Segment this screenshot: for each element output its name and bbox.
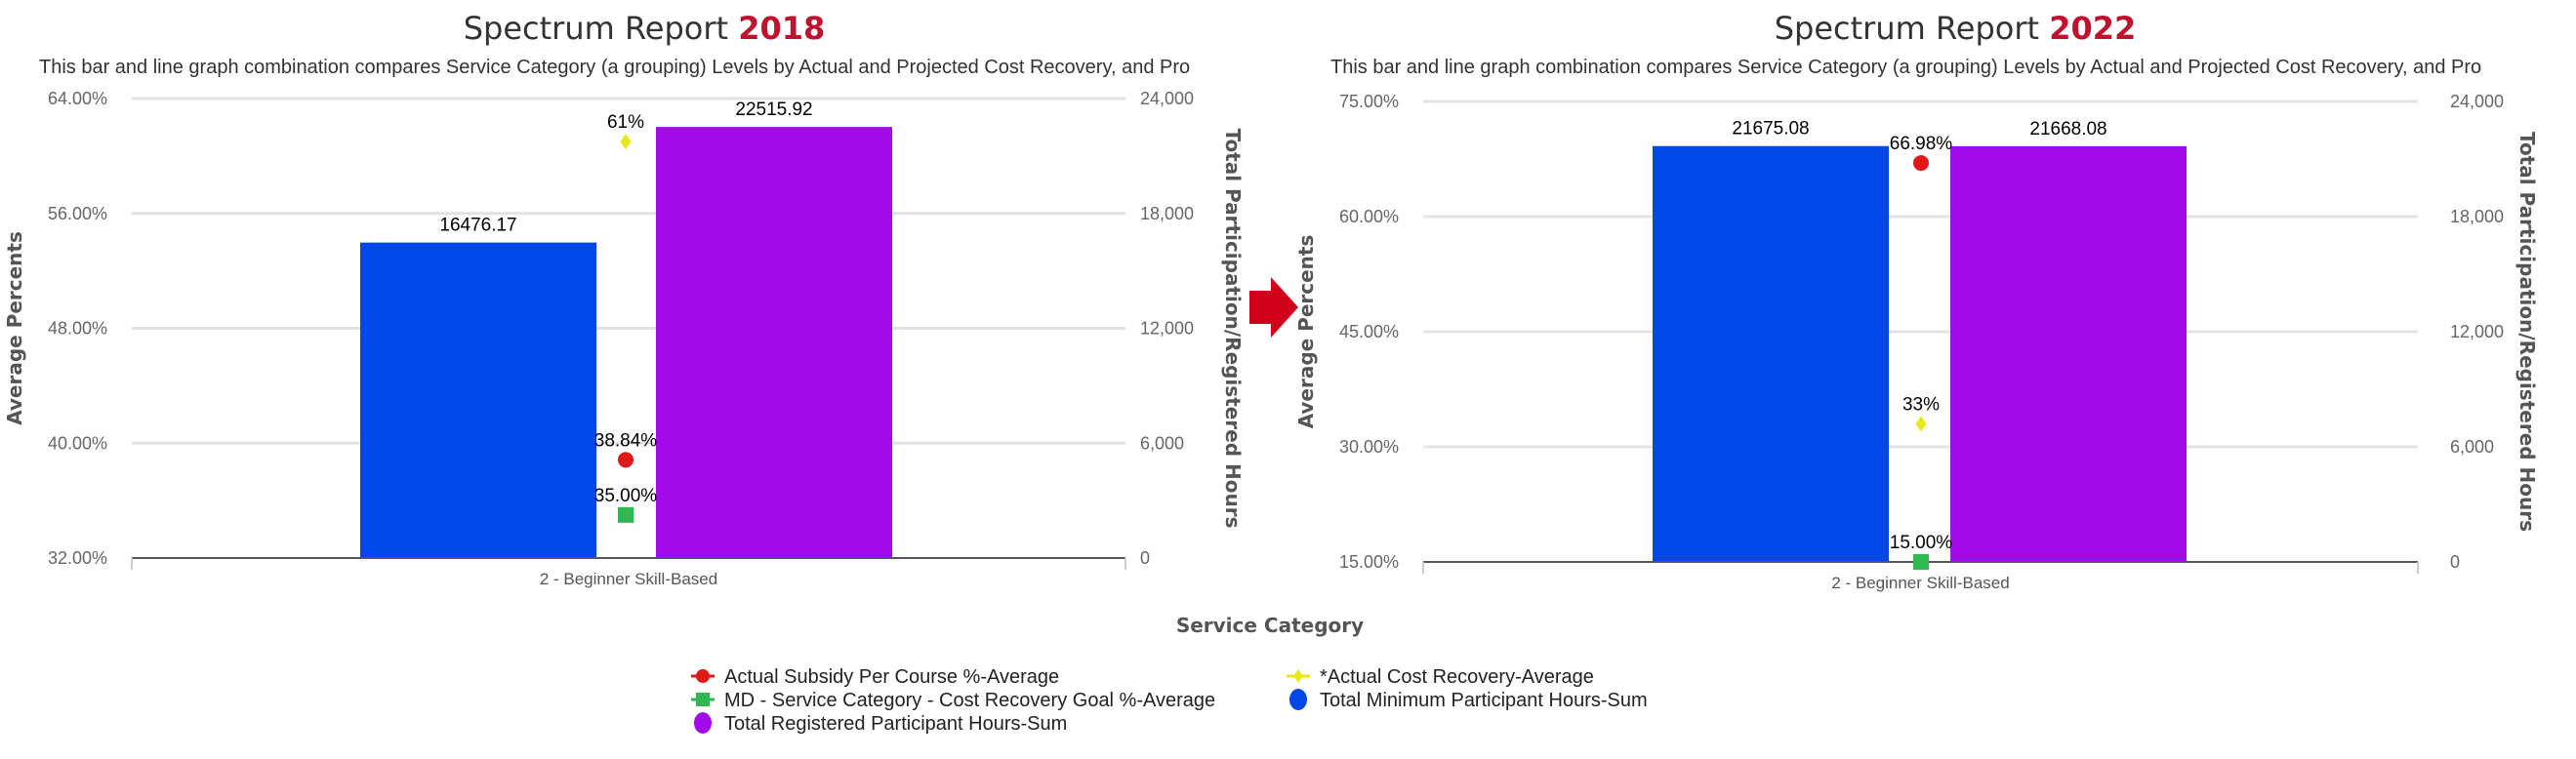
legend-item: Actual Subsidy Per Course %-Average (691, 666, 1059, 688)
data-point (620, 134, 632, 150)
y-right-tick: 18,000 (2450, 207, 2504, 226)
legend-label: *Actual Cost Recovery-Average (1320, 666, 1594, 688)
legend-label: Total Registered Participant Hours-Sum (724, 713, 1067, 735)
bar (1950, 145, 2187, 563)
legend-item: Total Registered Participant Hours-Sum (694, 712, 1067, 735)
bar-data-label: 16476.17 (439, 216, 516, 236)
chart-subtitle: This bar and line graph combination comp… (39, 57, 1190, 78)
legend-label: MD - Service Category - Cost Recovery Go… (724, 690, 1215, 711)
chart-2018: Spectrum Report 2018 This bar and line gr… (3, 10, 1245, 588)
legend-item: *Actual Cost Recovery-Average (1287, 666, 1594, 688)
y-right-tick: 6,000 (1140, 433, 1184, 453)
y-left-tick: 60.00% (1339, 207, 1399, 226)
x-category-label: 2 - Beginner Skill-Based (540, 570, 717, 588)
y-right-tick: 0 (2450, 552, 2460, 572)
title-year: 2018 (738, 10, 825, 47)
y-right-tick: 12,000 (1140, 319, 1194, 339)
data-point (1913, 155, 1929, 172)
point-data-label: 61% (607, 112, 644, 133)
y-right-tick: 18,000 (1140, 204, 1194, 223)
y-right-tick: 6,000 (2450, 437, 2494, 457)
legend-marker (1289, 689, 1307, 710)
y-right-axis-title: Total Participation/Registered Hours (2515, 132, 2539, 532)
y-right-axis-title: Total Participation/Registered Hours (1221, 128, 1245, 528)
data-point (1915, 416, 1927, 432)
bar-data-label: 22515.92 (735, 100, 812, 120)
y-right-tick: 12,000 (2450, 322, 2504, 341)
y-left-tick: 40.00% (48, 433, 107, 453)
legend-label: Actual Subsidy Per Course %-Average (724, 666, 1059, 688)
y-left-tick: 45.00% (1339, 322, 1399, 341)
legend-marker (1293, 669, 1303, 683)
y-left-tick: 15.00% (1339, 552, 1399, 572)
legend-item: MD - Service Category - Cost Recovery Go… (691, 690, 1215, 711)
point-data-label: 66.98% (1890, 134, 1953, 154)
y-left-tick: 75.00% (1339, 92, 1399, 111)
point-data-label: 35.00% (594, 486, 658, 506)
chart-title: Spectrum Report 2018 (464, 10, 826, 47)
y-left-axis-title: Average Percents (3, 231, 26, 425)
right-arrow-icon (1249, 277, 1298, 338)
chart-subtitle: This bar and line graph combination comp… (1330, 57, 2481, 78)
legend-marker (696, 669, 710, 683)
y-left-tick: 56.00% (48, 204, 107, 223)
x-axis-title: Service Category (1176, 614, 1364, 637)
legend: Actual Subsidy Per Course %-Average *Actu… (691, 666, 1648, 735)
title-text: Spectrum Report (1775, 10, 2049, 47)
chart-title: Spectrum Report 2022 (1775, 10, 2137, 47)
data-point (618, 506, 634, 523)
y-left-tick: 30.00% (1339, 437, 1399, 457)
title-year: 2022 (2049, 10, 2136, 47)
legend-item: Total Minimum Participant Hours-Sum (1289, 689, 1648, 711)
bar (1653, 145, 1889, 562)
y-left-tick: 48.00% (48, 319, 107, 339)
point-data-label: 38.84% (594, 430, 658, 451)
chart-2022: Spectrum Report 2022 This bar and line gr… (1294, 10, 2539, 592)
y-left-tick: 64.00% (48, 89, 107, 108)
y-left-axis-title: Average Percents (1294, 235, 1318, 429)
y-right-tick: 24,000 (2450, 92, 2504, 111)
bar (360, 242, 596, 559)
bar (656, 127, 892, 559)
point-data-label: 33% (1902, 394, 1940, 415)
legend-label: Total Minimum Participant Hours-Sum (1320, 690, 1648, 711)
legend-marker (694, 712, 712, 734)
data-point (1913, 554, 1929, 570)
legend-marker (696, 693, 710, 706)
data-point (618, 452, 634, 468)
y-right-tick: 0 (1140, 548, 1150, 568)
point-data-label: 15.00% (1890, 533, 1953, 553)
bar-data-label: 21668.08 (2029, 119, 2106, 140)
x-category-label: 2 - Beginner Skill-Based (1831, 574, 2009, 592)
y-left-tick: 32.00% (48, 548, 107, 568)
bar-data-label: 21675.08 (1732, 119, 1809, 140)
title-text: Spectrum Report (464, 10, 738, 47)
y-right-tick: 24,000 (1140, 89, 1194, 108)
